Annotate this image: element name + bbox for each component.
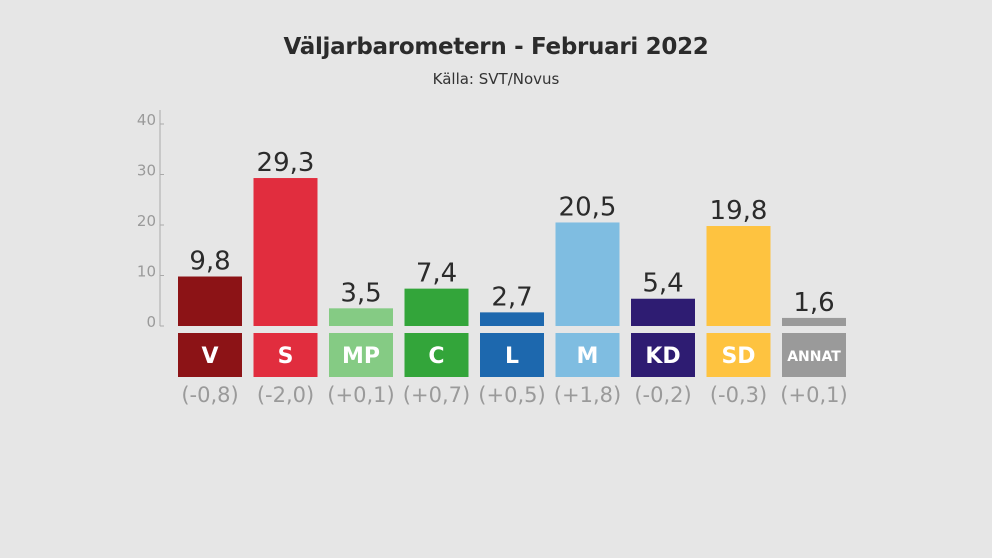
bar [555,222,620,326]
change-label: (-0,3) [710,383,767,407]
bar [631,298,695,326]
bar-value-label: 5,4 [642,269,683,299]
bar-value-label: 2,7 [491,282,532,312]
bar [480,312,544,326]
bar [178,276,242,326]
bar [329,308,393,326]
party-label-box [178,333,242,377]
change-label: (+0,1) [327,383,394,407]
party-label-box [253,333,318,377]
party-label: SD [721,344,755,369]
party-label: MP [342,344,380,369]
bar [253,178,318,326]
y-axis: 0 10 20 30 40 [137,110,164,331]
change-label: (-0,8) [181,383,238,407]
party-label: V [201,344,218,369]
bar-value-label: 29,3 [257,148,315,178]
party-label-box [782,333,846,377]
party-label-box [329,333,393,377]
bar-value-label: 20,5 [559,192,617,222]
chart-subtitle: Källa: SVT/Novus [432,70,560,88]
y-tick-label: 40 [137,111,156,129]
party-label-box [480,333,544,377]
bar-value-label: 7,4 [416,259,457,289]
chart-title: Väljarbarometern - Februari 2022 [283,34,709,60]
party-label-box [631,333,695,377]
change-label: (+0,7) [403,383,470,407]
bar-value-label: 1,6 [793,288,834,318]
y-tick-label: 0 [146,313,156,331]
party-label: M [577,344,599,369]
party-label: S [278,344,294,369]
party-label: C [428,344,444,369]
change-label: (-0,2) [634,383,691,407]
bar-value-label: 9,8 [189,247,230,277]
party-label: L [505,344,519,369]
bar [782,317,846,326]
party-label-box [404,333,469,377]
party-label-box [706,333,771,377]
change-label: (+0,1) [780,383,847,407]
y-tick-label: 10 [137,263,156,281]
change-label: (+1,8) [554,383,621,407]
bar-value-label: 3,5 [340,278,381,308]
bar [706,226,771,326]
y-tick-label: 20 [137,212,156,230]
bars: 9,8 V (-0,8) 29,3 S (-2,0) 3,5 MP (+0,1) 7,4 C (+0,… [178,148,848,407]
bar [404,288,469,326]
change-label: (+0,5) [478,383,545,407]
bar-value-label: 19,8 [710,196,768,226]
y-tick-label: 30 [137,162,156,180]
party-label: KD [645,344,680,369]
party-label-box [555,333,620,377]
change-label: (-2,0) [257,383,314,407]
party-label: ANNAT [787,349,841,365]
